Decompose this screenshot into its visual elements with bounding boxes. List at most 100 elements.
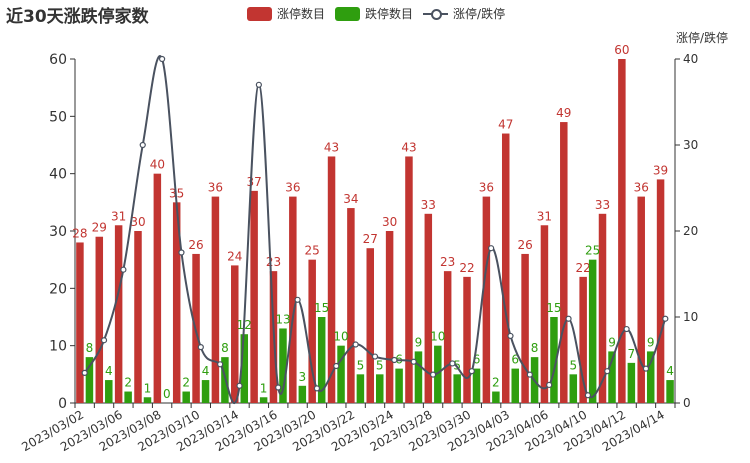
bar-limit-down	[569, 374, 578, 403]
legend-label-ratio: 涨停/跌停	[453, 7, 506, 21]
ratio-point	[158, 55, 166, 63]
ratio-point	[81, 369, 88, 376]
ratio-point	[449, 360, 456, 367]
bar-limit-up	[347, 208, 355, 403]
ratio-point	[294, 296, 301, 303]
legend-line-icon	[423, 7, 449, 21]
bar-label-limit-down: 8	[531, 341, 539, 355]
legend-label-limit-down: 跌停数目	[365, 7, 414, 21]
ratio-point	[507, 332, 514, 340]
bar-limit-up	[385, 231, 394, 403]
bar-limit-up	[172, 202, 181, 403]
bar-label-limit-down: 25	[585, 244, 600, 258]
bar-label-limit-down: 0	[163, 387, 171, 401]
chart-title: 近30天涨跌停家数	[6, 7, 149, 27]
y-right-tick-label: 10	[683, 310, 698, 324]
bar-limit-up	[231, 265, 239, 403]
bar-limit-up	[405, 156, 413, 403]
bar-limit-down	[395, 368, 403, 403]
bar-label-limit-up: 33	[595, 198, 610, 212]
ratio-point	[100, 337, 108, 344]
bar-limit-down	[376, 374, 384, 403]
ratio-point	[352, 341, 359, 348]
bar-limit-up	[308, 259, 316, 403]
ratio-point	[255, 81, 262, 88]
bar-label-limit-up: 29	[92, 221, 107, 235]
ratio-point	[217, 361, 224, 368]
bar-label-limit-down: 5	[357, 358, 365, 372]
bar-limit-up	[560, 122, 568, 404]
bar-limit-up	[211, 196, 220, 403]
bar-limit-up	[250, 190, 258, 403]
bar-label-limit-up: 43	[401, 140, 416, 154]
legend-item-ratio[interactable]: 涨停/跌停	[423, 5, 505, 22]
bar-label-limit-down: 7	[628, 347, 636, 361]
bar-label-limit-down: 9	[608, 335, 616, 349]
bar-label-limit-up: 49	[556, 106, 571, 120]
bar-label-limit-down: 9	[415, 335, 423, 349]
bar-limit-down	[279, 328, 287, 403]
bar-label-limit-up: 23	[266, 255, 281, 269]
bar-limit-up	[114, 225, 123, 403]
legend-item-limit-up[interactable]: 涨停数目	[247, 5, 325, 22]
bar-limit-down	[608, 351, 616, 403]
bar-limit-up	[637, 196, 645, 403]
bar-label-limit-up: 43	[324, 140, 339, 154]
bar-label-limit-up: 22	[459, 261, 474, 275]
bar-label-limit-up: 30	[130, 215, 145, 229]
bar-label-limit-down: 10	[430, 330, 445, 344]
ratio-point	[642, 365, 650, 372]
bar-limit-up	[598, 213, 607, 403]
bar-label-limit-down: 5	[376, 358, 384, 372]
ratio-point	[565, 315, 572, 322]
bar-label-limit-down: 8	[86, 341, 94, 355]
ratio-point	[662, 315, 669, 322]
bar-limit-down	[588, 259, 597, 403]
bar-limit-down	[337, 345, 345, 403]
bar-limit-up	[443, 271, 452, 403]
ratio-point	[313, 385, 321, 392]
ratio-point	[604, 368, 611, 375]
bar-limit-down	[472, 368, 481, 403]
y-left-tick-label: 60	[49, 52, 67, 68]
bar-label-limit-up: 34	[343, 192, 358, 206]
bar-limit-down	[240, 334, 249, 403]
bar-label-limit-down: 4	[666, 364, 674, 378]
bar-label-limit-down: 5	[569, 358, 577, 372]
ratio-point	[488, 245, 495, 252]
ratio-point	[391, 356, 398, 364]
bar-label-limit-up: 22	[576, 261, 591, 275]
bar-label-limit-up: 36	[285, 181, 300, 195]
ratio-point	[139, 141, 146, 149]
bar-label-limit-up: 25	[305, 244, 320, 258]
bar-limit-down	[453, 374, 461, 403]
y-right-tick-label: 0	[683, 396, 691, 410]
legend-item-limit-down[interactable]: 跌停数目	[335, 5, 413, 22]
bar-limit-down	[434, 345, 442, 403]
y-right-tick-label: 30	[683, 138, 698, 152]
bar-label-limit-up: 36	[479, 181, 494, 195]
ratio-point	[371, 353, 379, 360]
bar-limit-up	[289, 196, 297, 403]
bar-limit-down	[143, 397, 152, 403]
bar-limit-up	[153, 173, 162, 403]
bar-label-limit-up: 33	[421, 198, 436, 212]
bar-label-limit-down: 2	[182, 376, 190, 390]
bar-label-limit-up: 31	[111, 209, 126, 223]
bar-label-limit-up: 28	[72, 226, 87, 240]
ratio-point	[468, 368, 475, 375]
legend-label-limit-up: 涨停数目	[277, 7, 326, 21]
bar-label-limit-down: 5	[453, 358, 461, 372]
bar-label-limit-up: 47	[498, 118, 513, 132]
bar-label-limit-down: 13	[275, 312, 290, 326]
ratio-point	[584, 392, 592, 399]
bar-label-limit-up: 39	[653, 163, 668, 177]
legend-swatch-limit-up	[247, 6, 272, 21]
ratio-point	[120, 266, 127, 273]
bar-label-limit-down: 15	[546, 301, 561, 315]
bar-label-limit-up: 30	[382, 215, 397, 229]
bar-limit-up	[482, 196, 491, 403]
bar-limit-up	[95, 236, 104, 403]
ratio-point	[275, 384, 282, 391]
